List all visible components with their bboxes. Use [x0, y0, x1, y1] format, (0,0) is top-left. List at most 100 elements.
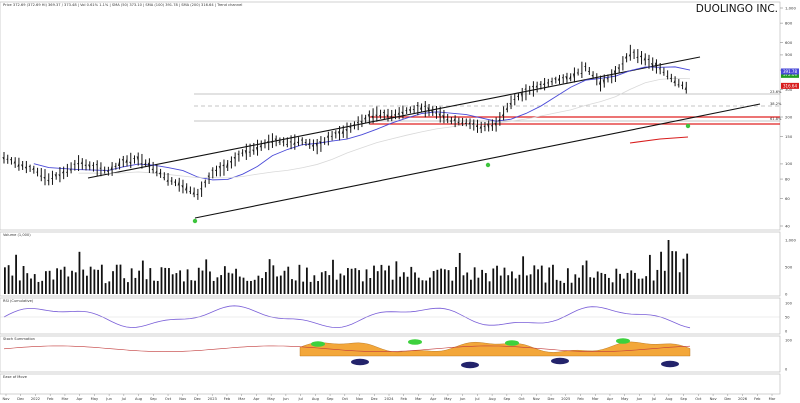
price-tick-label: 1,000	[785, 5, 796, 10]
x-tick-label: Oct	[342, 397, 349, 401]
rsi-axis: 100 50 0	[785, 301, 793, 333]
volume-bar	[574, 274, 577, 294]
volume-bar	[238, 276, 241, 294]
stoch-panel-frame	[0, 335, 781, 373]
price-bar-open	[509, 102, 512, 106]
price-bar-open	[651, 63, 654, 67]
volume-bar	[570, 282, 573, 294]
volume-bar	[417, 277, 420, 294]
price-bar-open	[140, 163, 143, 165]
price-bar-open	[117, 161, 120, 167]
x-tick-label: Aug	[665, 397, 672, 401]
x-tick-label: Sep	[327, 397, 334, 401]
price-bar-open	[54, 174, 57, 177]
x-tick-label: Apr	[253, 397, 260, 401]
volume-bar	[332, 259, 334, 294]
x-tick-label: Dec	[194, 397, 201, 401]
price-bar-open	[162, 177, 165, 179]
volume-bar	[41, 280, 44, 294]
rsi-tick-label: 100	[785, 301, 793, 305]
price-bar-open	[106, 169, 109, 172]
x-tick-label: Dec	[724, 397, 731, 401]
volume-bar	[294, 280, 297, 294]
volume-bar	[384, 270, 387, 294]
price-bar-open	[498, 118, 501, 122]
price-bar-open	[289, 141, 292, 143]
x-tick-label: Oct	[695, 397, 702, 401]
price-bar-open	[386, 114, 389, 118]
volume-bar	[648, 254, 651, 294]
price-bar-open	[274, 138, 277, 141]
volume-bar	[563, 282, 566, 294]
volume-bar	[399, 276, 401, 294]
volume-bar	[358, 270, 360, 294]
volume-bar	[63, 266, 66, 294]
price-bar-open	[606, 77, 609, 80]
volume-bar	[89, 266, 92, 294]
legend-text: Price 372.69 (372.69 Hi) 369.37 / 373.48…	[3, 3, 242, 7]
panel-frames	[0, 1, 781, 395]
price-bar-open	[371, 115, 374, 119]
price-bar-open	[311, 144, 314, 147]
volume-bar	[4, 267, 6, 294]
price-bar-open	[341, 130, 344, 134]
stoch-red-line	[3, 345, 691, 352]
price-bar-open	[147, 162, 150, 168]
x-tick-label: May	[621, 397, 629, 401]
volume-bar	[339, 273, 342, 294]
x-tick-label: Jul	[651, 397, 656, 401]
volume-bar	[231, 273, 234, 294]
volume-bar	[45, 271, 47, 294]
volume-bar	[604, 273, 607, 294]
stoch-series	[3, 338, 691, 369]
price-bar-open	[215, 169, 217, 172]
stoch-axis: 100 0	[785, 338, 793, 371]
rsi-title: RSI (Cumulative)	[3, 299, 34, 303]
sma-blue-line	[33, 66, 691, 181]
volume-bar	[678, 272, 681, 294]
volume-bar	[298, 264, 301, 294]
price-bar-open	[270, 141, 273, 143]
volume-bar	[18, 280, 21, 294]
x-tick-label: Apr	[77, 397, 84, 401]
price-bar-open	[177, 181, 180, 186]
price-tick-label: 300	[785, 87, 793, 92]
x-tick-label: 2024	[384, 397, 394, 401]
volume-bar	[283, 270, 286, 294]
volume-bar	[197, 267, 200, 294]
x-tick-label: Mar	[415, 397, 422, 401]
x-tick-label: Feb	[577, 397, 584, 401]
x-tick-label: Apr	[607, 397, 614, 401]
volume-bar	[179, 270, 182, 294]
x-tick-label: Dec	[548, 397, 555, 401]
volume-bar	[48, 270, 51, 294]
volume-bar	[100, 264, 103, 294]
price-bar-open	[636, 56, 639, 59]
x-tick-label: Jun	[282, 397, 289, 401]
price-bar-open	[58, 174, 61, 177]
volume-bar	[127, 282, 129, 294]
price-bar-open	[393, 113, 396, 116]
x-tick-label: Nov	[533, 397, 541, 401]
rsi-panel-frame	[0, 297, 781, 335]
price-bar-open	[543, 82, 545, 86]
volume-bar	[104, 283, 107, 294]
volume-bar	[291, 279, 293, 294]
stoch-title: Stoch Summation	[3, 337, 35, 341]
x-tick-label: Dec	[17, 397, 24, 401]
x-tick-label: Aug	[312, 397, 319, 401]
company-title: DUOLINGO INC.	[696, 3, 778, 15]
volume-bar	[59, 269, 62, 294]
price-bar-open	[539, 83, 542, 86]
price-bar-open	[77, 162, 79, 165]
volume-bar	[216, 277, 219, 294]
price-bar-open	[442, 114, 445, 120]
price-bar-open	[669, 77, 672, 80]
volume-bar	[287, 266, 290, 294]
volume-bar	[622, 278, 625, 294]
sma-grey-line	[78, 77, 691, 179]
price-bar-open	[252, 149, 255, 152]
x-tick-label: Feb	[224, 397, 231, 401]
price-bar-open	[110, 165, 113, 171]
volume-bar	[242, 277, 245, 294]
